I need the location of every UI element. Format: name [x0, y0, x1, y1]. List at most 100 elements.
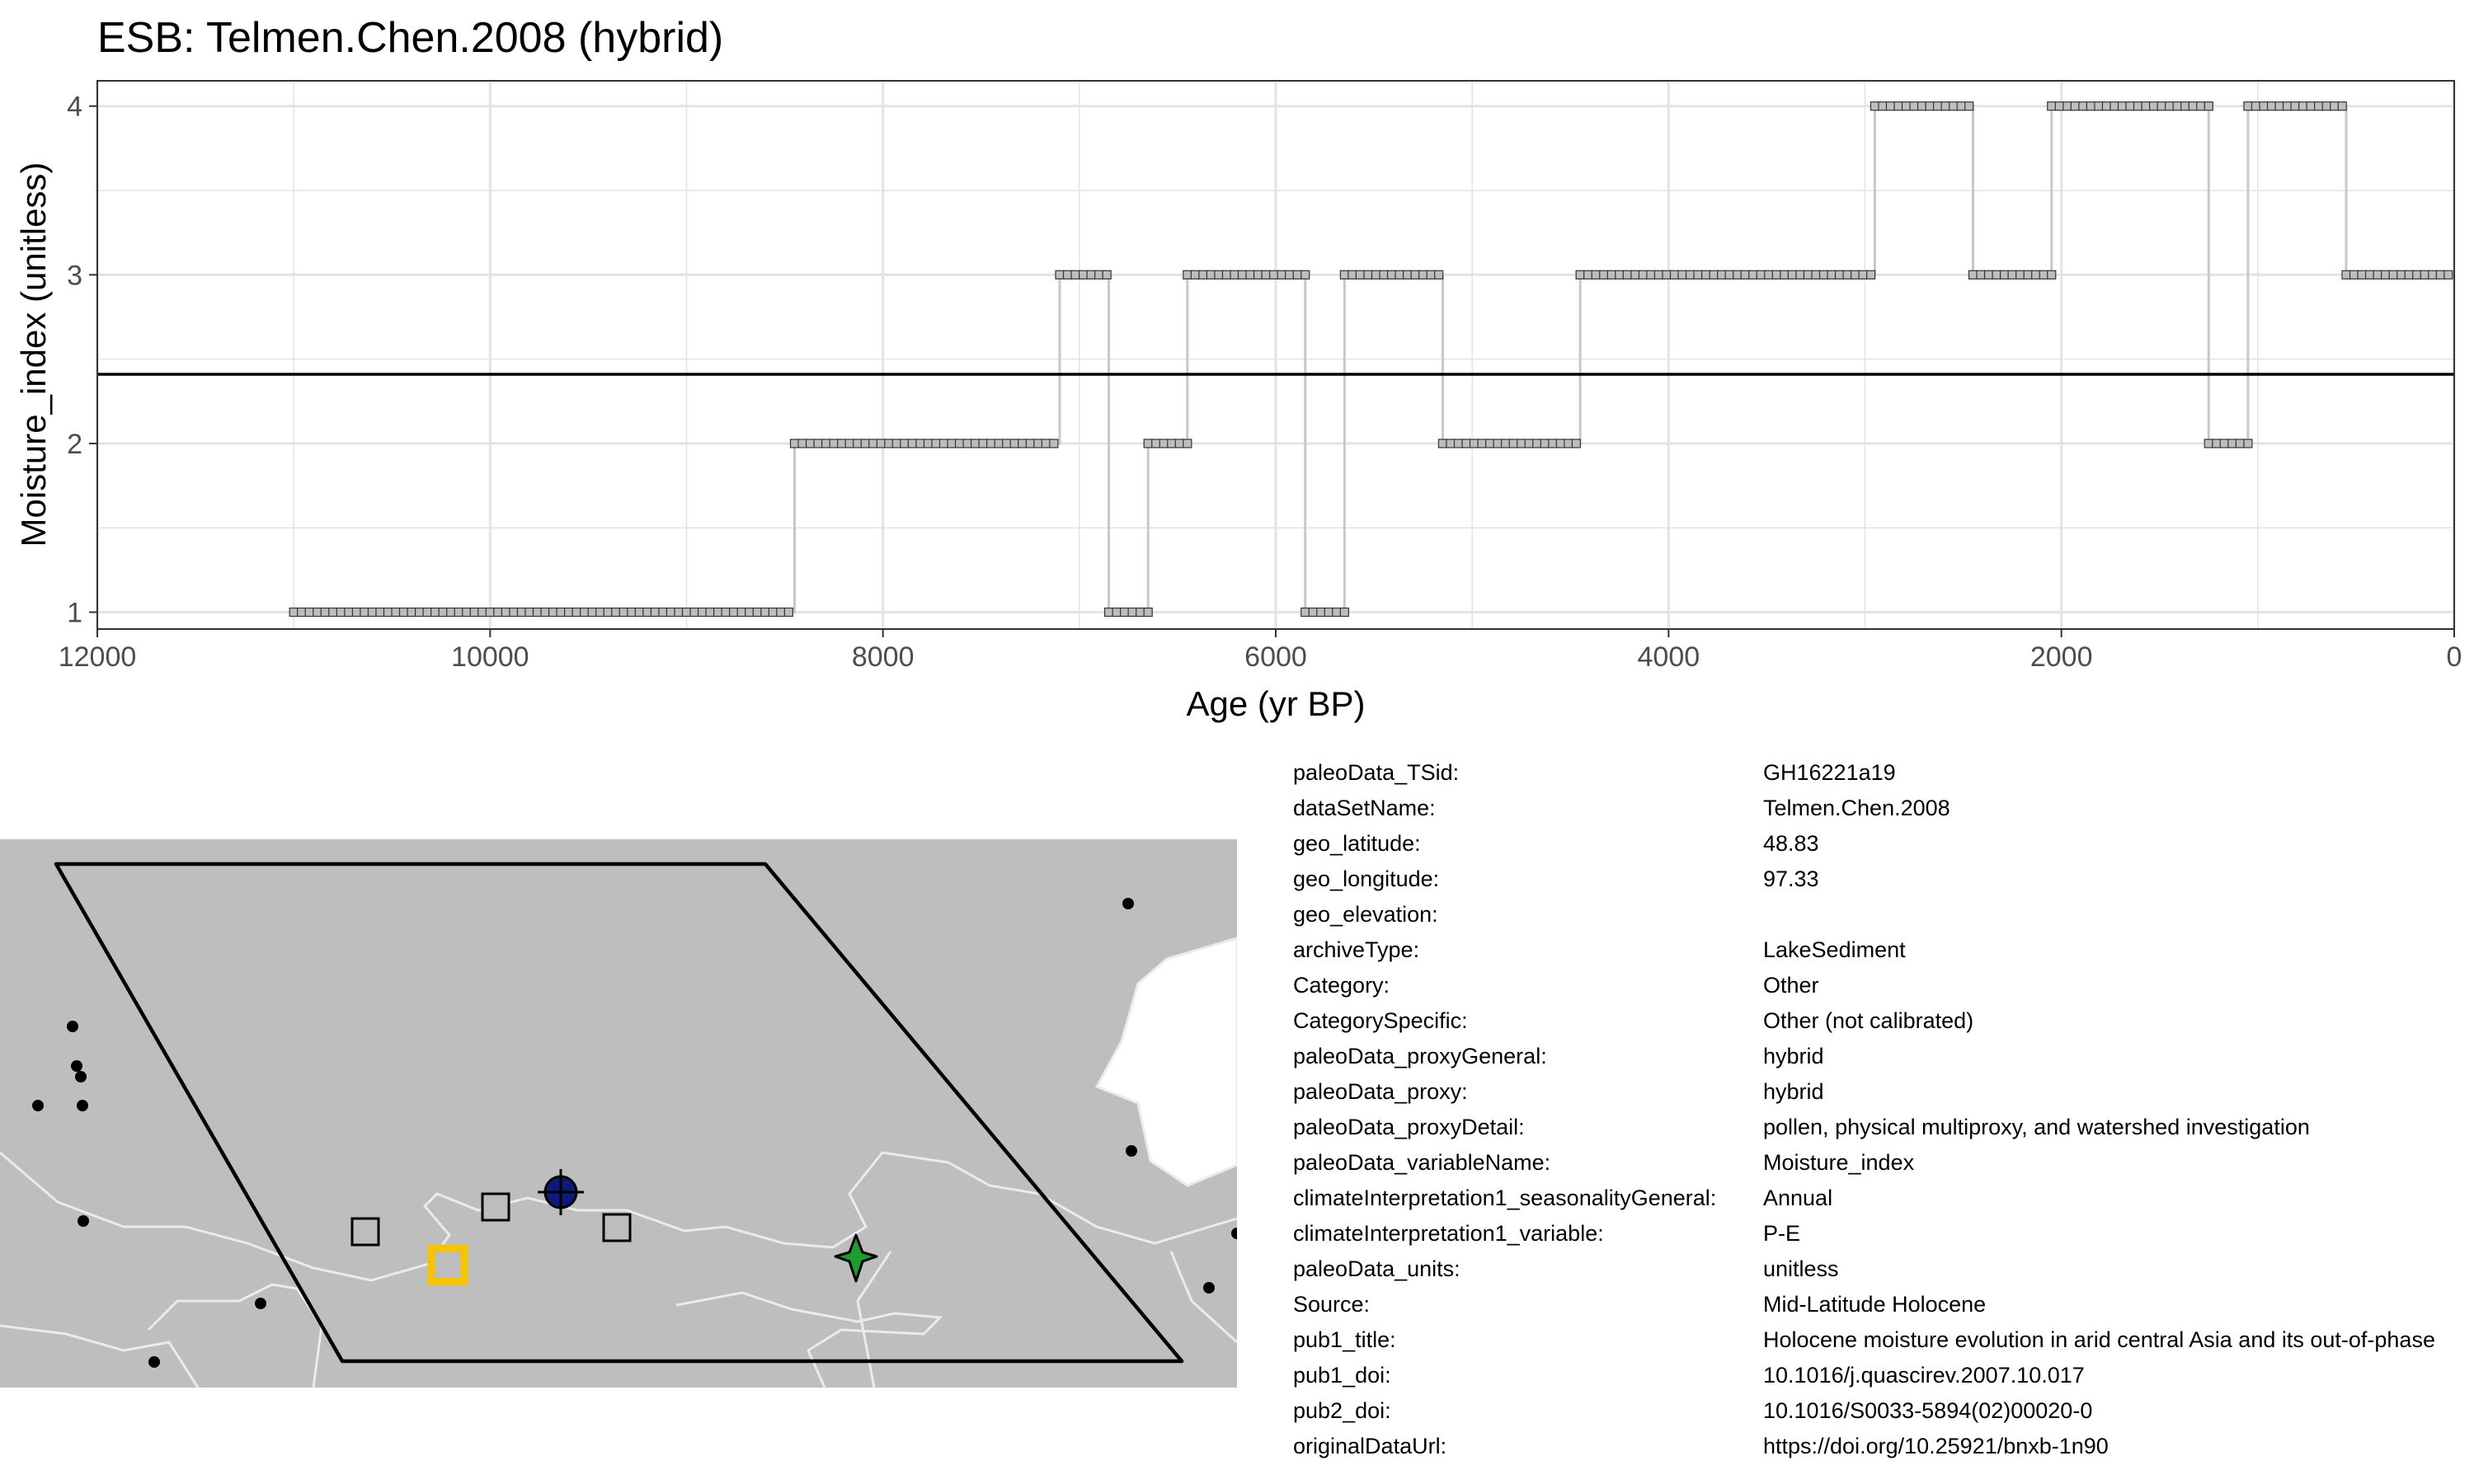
metadata-value: LakeSediment: [1763, 937, 1906, 962]
data-point: [2373, 270, 2382, 279]
data-point: [1055, 270, 1065, 279]
data-point: [947, 439, 957, 448]
data-point: [414, 607, 425, 618]
data-point: [1446, 439, 1456, 448]
metadata-row: dataSetName: Telmen.Chen.2008: [1293, 796, 2474, 831]
data-point: [524, 607, 534, 618]
data-point: [1517, 439, 1526, 448]
water-body: [1094, 937, 1237, 1187]
metadata-row: paleoData_TSid: GH16221a19: [1293, 760, 2474, 796]
data-point: [1469, 439, 1479, 448]
data-point: [2086, 101, 2095, 111]
data-point: [1555, 439, 1565, 448]
data-point: [407, 607, 416, 618]
data-point: [2149, 101, 2159, 111]
metadata-key: pub1_doi:: [1293, 1363, 1391, 1388]
metadata-row: geo_elevation:: [1293, 902, 2474, 937]
data-point: [1508, 439, 1518, 448]
x-tick-label: 6000: [1244, 641, 1307, 673]
data-point: [891, 439, 901, 448]
record-square-3: [602, 1213, 632, 1242]
metadata-key: pub2_doi:: [1293, 1398, 1391, 1423]
data-point: [1756, 270, 1766, 279]
data-point: [422, 607, 432, 618]
data-point: [548, 607, 558, 618]
data-point: [1599, 270, 1609, 279]
data-point: [1308, 607, 1318, 618]
metadata-value: unitless: [1763, 1256, 1839, 1281]
x-axis-label: Age (yr BP): [1186, 684, 1365, 723]
data-point: [1018, 439, 1028, 448]
data-point: [313, 607, 322, 618]
data-point: [2188, 101, 2198, 111]
data-point: [1461, 439, 1471, 448]
data-point: [1127, 607, 1137, 618]
data-point: [2243, 439, 2253, 448]
data-point: [2157, 101, 2166, 111]
data-point: [1548, 439, 1558, 448]
data-point: [2274, 101, 2284, 111]
data-point: [1285, 270, 1295, 279]
data-point: [1501, 439, 1511, 448]
data-point: [595, 607, 605, 618]
data-point: [1371, 270, 1381, 279]
data-point: [844, 439, 854, 448]
data-point: [1940, 101, 1950, 111]
data-point: [1909, 101, 1919, 111]
metadata-value: Other: [1763, 973, 1819, 998]
metadata-value: hybrid: [1763, 1079, 1824, 1104]
data-point: [556, 607, 566, 618]
data-point: [1709, 270, 1719, 279]
data-point: [1964, 101, 1974, 111]
data-point: [1685, 270, 1696, 279]
metadata-row: climateInterpretation1_variable: P-E: [1293, 1221, 2474, 1256]
data-point: [2007, 270, 2017, 279]
metadata-value: Telmen.Chen.2008: [1763, 796, 1950, 820]
data-point: [1956, 101, 1966, 111]
data-point: [689, 607, 699, 618]
data-point: [320, 607, 330, 618]
data-point: [776, 607, 786, 618]
data-point: [462, 607, 472, 618]
metadata-key: dataSetName:: [1293, 796, 1436, 820]
other-sites: [32, 898, 1237, 1368]
data-point: [1983, 270, 1994, 279]
data-point: [1933, 101, 1943, 111]
data-point: [351, 607, 361, 618]
data-point: [1453, 439, 1464, 448]
data-point: [375, 607, 385, 618]
data-point: [603, 607, 613, 618]
data-point: [2357, 270, 2367, 279]
data-point: [2282, 101, 2293, 111]
data-point: [2259, 101, 2269, 111]
data-point: [1524, 439, 1534, 448]
metadata-value: GH16221a19: [1763, 760, 1896, 785]
metadata-value: 10.1016/j.quascirev.2007.10.017: [1763, 1363, 2085, 1388]
data-point: [1771, 270, 1781, 279]
data-point: [1049, 439, 1059, 448]
y-axis-label: Moisture_index (unitless): [14, 162, 53, 547]
data-point: [1870, 101, 1880, 111]
step-series-line: [294, 105, 2454, 614]
data-point: [1363, 270, 1373, 279]
data-point: [1237, 270, 1248, 279]
data-point: [1764, 270, 1774, 279]
data-point: [1968, 270, 1978, 279]
data-point: [681, 607, 692, 618]
data-point: [571, 607, 581, 618]
data-point: [713, 607, 723, 618]
data-point: [1646, 270, 1656, 279]
data-point: [1850, 270, 1860, 279]
data-point: [1025, 439, 1035, 448]
data-point: [1261, 270, 1271, 279]
data-point: [2443, 270, 2453, 279]
data-point: [721, 607, 731, 618]
data-point: [618, 607, 628, 618]
data-point: [1009, 439, 1019, 448]
data-point: [297, 607, 307, 618]
data-point: [360, 607, 369, 618]
data-point: [994, 439, 1004, 448]
moisture-index-chart: 12000 10000 8000 6000 4000 2000 0 1 2 3 4 Age (yr …: [14, 80, 2462, 723]
data-point: [986, 439, 996, 448]
y-tick-label: 4: [67, 92, 82, 123]
